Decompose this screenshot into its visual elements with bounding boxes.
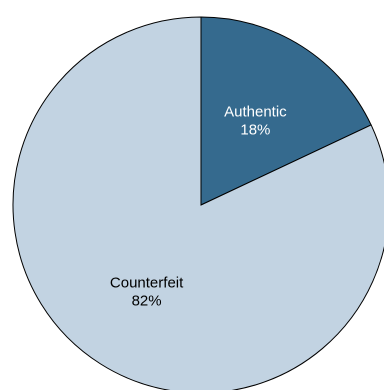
pie-labels: Authentic 18% Counterfeit 82% xyxy=(110,103,287,309)
slice-value-label: 18% xyxy=(240,121,270,138)
slice-value-label: 82% xyxy=(132,293,162,310)
pie-label-authentic: Authentic 18% xyxy=(224,103,287,138)
pie-label-counterfeit: Counterfeit 82% xyxy=(110,275,184,310)
slice-category-label: Counterfeit xyxy=(110,275,184,292)
pie-slice-counterfeit xyxy=(12,16,384,390)
pie-slices xyxy=(12,16,384,390)
slice-category-label: Authentic xyxy=(224,103,287,120)
pie-slice-authentic xyxy=(200,16,372,206)
